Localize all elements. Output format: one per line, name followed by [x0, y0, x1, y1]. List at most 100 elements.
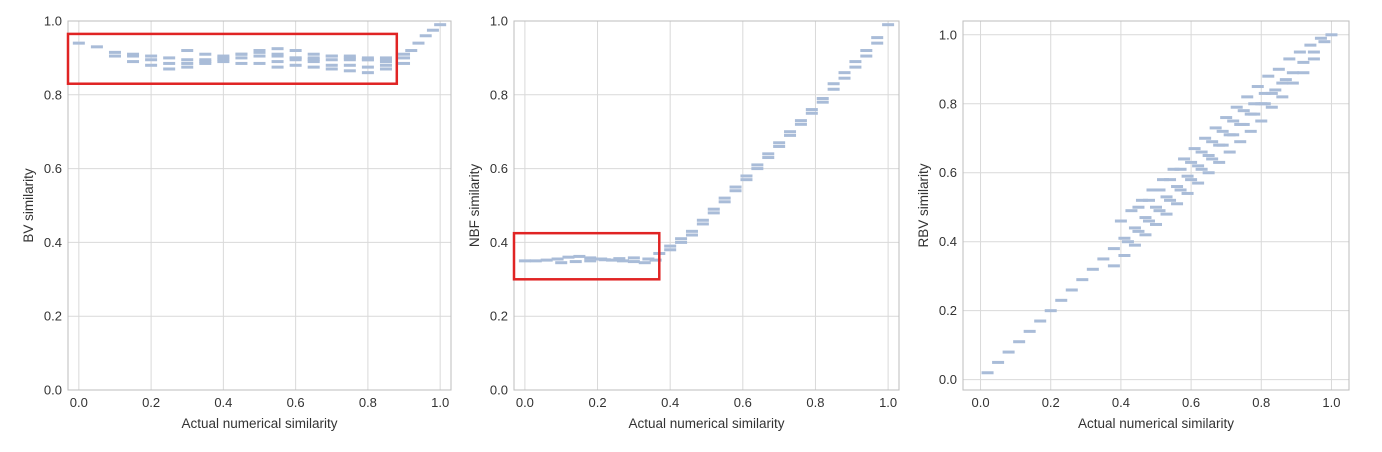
data-point	[1192, 164, 1205, 168]
data-point	[1202, 171, 1215, 175]
y-tick-label: 0.6	[44, 161, 62, 176]
data-point	[361, 56, 374, 60]
data-point	[1167, 167, 1180, 171]
data-point	[1034, 319, 1047, 323]
data-point	[199, 61, 212, 65]
data-point	[307, 60, 320, 64]
data-point	[1164, 198, 1177, 202]
data-point	[1251, 85, 1264, 89]
data-point	[1097, 257, 1110, 261]
data-point	[108, 54, 121, 58]
data-point	[1318, 40, 1331, 44]
data-point	[217, 56, 230, 60]
data-point	[343, 58, 356, 62]
data-point	[181, 49, 194, 53]
data-point	[751, 167, 764, 171]
data-point	[235, 61, 248, 65]
data-point	[253, 49, 266, 53]
y-tick-label: 0.0	[44, 383, 62, 398]
data-point	[379, 63, 392, 67]
data-point	[181, 61, 194, 65]
y-tick-label: 0.2	[44, 309, 62, 324]
data-point	[217, 54, 230, 58]
data-point	[1002, 350, 1015, 354]
data-point	[762, 152, 775, 156]
x-tick-label: 1.0	[431, 395, 449, 410]
bv-similarity-chart: 0.0 0.2 0.4 0.6 0.8 1.0 0.0 0.2 0.4 0.6 0.8 1.0 Actu…	[21, 14, 452, 431]
data-point	[1230, 105, 1243, 109]
data-point	[145, 54, 158, 58]
data-point	[1216, 143, 1229, 147]
y-tick-label: 0.2	[939, 303, 957, 318]
y-tick-label: 0.6	[939, 165, 957, 180]
data-point	[849, 65, 862, 69]
data-point	[584, 256, 597, 260]
y-tick-label: 0.8	[44, 87, 62, 102]
data-point	[1244, 129, 1257, 133]
x-tick-label: 0.2	[588, 395, 606, 410]
y-tick-label: 1.0	[939, 27, 957, 42]
data-point	[1153, 209, 1166, 213]
data-point	[569, 260, 582, 264]
data-point	[398, 56, 411, 60]
y-tick-label: 0.8	[939, 96, 957, 111]
y-tick-label: 0.4	[490, 235, 508, 250]
data-point	[794, 122, 807, 126]
data-point	[1107, 247, 1120, 251]
data-point	[1202, 153, 1215, 157]
data-point	[379, 58, 392, 62]
data-point	[816, 100, 829, 104]
data-point	[307, 52, 320, 56]
data-point	[1234, 140, 1247, 144]
data-point	[343, 69, 356, 73]
data-point	[1279, 78, 1292, 82]
data-point	[1139, 216, 1152, 220]
data-point	[992, 360, 1005, 364]
data-point	[816, 96, 829, 100]
data-point	[685, 233, 698, 237]
data-point	[784, 133, 797, 137]
data-point	[1146, 188, 1159, 192]
data-point	[838, 71, 851, 75]
data-point	[1227, 133, 1240, 137]
data-point	[1125, 209, 1138, 213]
x-axis-label: Actual numerical similarity	[1078, 416, 1234, 431]
data-point	[1160, 212, 1173, 216]
x-tick-label: 0.2	[1042, 395, 1060, 410]
data-point	[90, 45, 103, 49]
data-point	[127, 52, 140, 56]
nbf-similarity-chart: 0.0 0.2 0.4 0.6 0.8 1.0 0.0 0.2 0.4 0.6 0.8 1.0 Actu…	[467, 14, 900, 431]
data-point	[1118, 236, 1131, 240]
y-tick-label: 1.0	[44, 14, 62, 29]
data-point	[325, 63, 338, 67]
data-point	[740, 174, 753, 178]
data-point	[163, 61, 176, 65]
data-point	[127, 60, 140, 64]
data-point	[518, 259, 531, 263]
data-point	[649, 258, 662, 262]
data-point	[1192, 181, 1205, 185]
data-point	[871, 41, 884, 45]
data-point	[627, 260, 640, 264]
data-point	[253, 54, 266, 58]
data-point	[838, 76, 851, 80]
data-point	[379, 56, 392, 60]
data-point	[108, 50, 121, 54]
data-point	[1171, 185, 1184, 189]
data-point	[707, 207, 720, 211]
data-point	[1258, 91, 1271, 95]
data-point	[1174, 188, 1187, 192]
data-point	[827, 82, 840, 86]
data-point	[1276, 81, 1289, 85]
data-point	[1114, 219, 1127, 223]
x-tick-label: 0.6	[1182, 395, 1200, 410]
data-point	[718, 196, 731, 200]
data-point	[1220, 116, 1233, 120]
data-point	[379, 60, 392, 64]
data-point	[860, 49, 873, 53]
data-point	[1132, 229, 1145, 233]
data-point	[1181, 174, 1194, 178]
data-point	[1195, 167, 1208, 171]
data-point	[1107, 264, 1120, 268]
data-point	[882, 23, 895, 27]
